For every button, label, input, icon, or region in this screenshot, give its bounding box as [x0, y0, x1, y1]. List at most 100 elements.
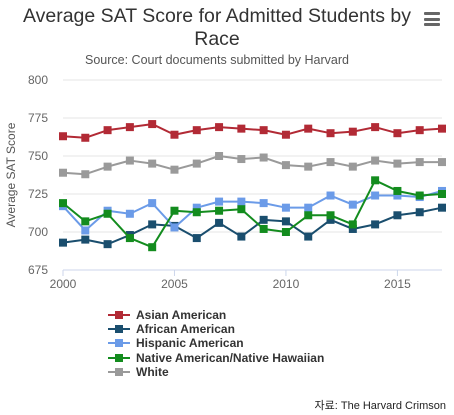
data-point[interactable] — [148, 199, 157, 208]
data-point[interactable] — [81, 226, 90, 235]
data-point[interactable] — [281, 217, 290, 226]
data-point[interactable] — [259, 215, 268, 224]
data-point[interactable] — [125, 209, 134, 218]
data-point[interactable] — [415, 208, 424, 217]
legend-swatch-icon — [108, 353, 130, 363]
data-point[interactable] — [438, 158, 446, 167]
legend-item[interactable]: White — [108, 365, 169, 379]
x-tick-label: 2015 — [384, 277, 411, 291]
data-point[interactable] — [237, 155, 246, 164]
series-line — [62, 179, 443, 249]
data-point[interactable] — [103, 209, 112, 218]
data-point[interactable] — [348, 162, 357, 171]
data-point[interactable] — [326, 191, 335, 200]
data-point[interactable] — [415, 158, 424, 167]
y-axis-label: Average SAT Score — [4, 122, 18, 227]
data-point[interactable] — [393, 129, 402, 138]
legend-label: White — [136, 364, 169, 379]
data-point[interactable] — [148, 220, 157, 229]
data-point[interactable] — [103, 126, 112, 135]
data-point[interactable] — [215, 197, 224, 206]
data-point[interactable] — [281, 203, 290, 212]
data-point[interactable] — [393, 186, 402, 195]
data-point[interactable] — [393, 159, 402, 168]
data-point[interactable] — [259, 224, 268, 233]
data-point[interactable] — [81, 235, 90, 244]
data-point[interactable] — [393, 211, 402, 220]
data-point[interactable] — [326, 129, 335, 138]
data-point[interactable] — [304, 211, 313, 220]
data-point[interactable] — [215, 206, 224, 215]
data-point[interactable] — [81, 170, 90, 179]
data-point[interactable] — [192, 159, 201, 168]
data-point[interactable] — [237, 205, 246, 214]
data-point[interactable] — [103, 162, 112, 171]
legend-label: Asian American — [136, 308, 227, 322]
data-point[interactable] — [259, 126, 268, 135]
data-point[interactable] — [348, 224, 357, 233]
series-white — [59, 152, 446, 179]
data-point[interactable] — [215, 218, 224, 227]
data-point[interactable] — [237, 124, 246, 133]
data-point[interactable] — [81, 217, 90, 226]
data-point[interactable] — [192, 126, 201, 135]
data-point[interactable] — [281, 228, 290, 236]
data-point[interactable] — [304, 203, 313, 212]
data-point[interactable] — [170, 206, 179, 215]
x-axis: 2000 2005 2010 2015 — [50, 269, 442, 291]
data-point[interactable] — [192, 203, 201, 212]
data-point[interactable] — [438, 190, 446, 198]
data-point[interactable] — [304, 232, 313, 241]
data-point[interactable] — [81, 133, 90, 142]
data-point[interactable] — [237, 232, 246, 241]
data-point[interactable] — [215, 152, 224, 160]
data-point[interactable] — [125, 234, 134, 243]
data-point[interactable] — [125, 123, 134, 132]
data-point[interactable] — [259, 199, 268, 208]
data-point[interactable] — [281, 130, 290, 139]
data-point[interactable] — [125, 156, 134, 165]
data-point[interactable] — [281, 161, 290, 170]
data-point[interactable] — [415, 126, 424, 135]
data-point[interactable] — [148, 120, 157, 129]
data-point[interactable] — [170, 130, 179, 139]
data-point[interactable] — [304, 124, 313, 133]
series-native-american-native-hawaiian — [59, 176, 446, 252]
data-point[interactable] — [438, 124, 446, 133]
data-point[interactable] — [192, 234, 201, 243]
data-point[interactable] — [170, 223, 179, 232]
data-point[interactable] — [170, 165, 179, 174]
x-tick-label: 2000 — [50, 277, 77, 291]
data-point[interactable] — [371, 176, 380, 185]
data-point[interactable] — [438, 203, 446, 212]
data-point[interactable] — [371, 156, 380, 165]
data-point[interactable] — [348, 200, 357, 209]
data-point[interactable] — [304, 162, 313, 171]
data-point[interactable] — [59, 238, 67, 247]
data-point[interactable] — [259, 153, 268, 162]
data-point[interactable] — [59, 199, 67, 208]
legend-item[interactable]: Asian American — [108, 308, 226, 322]
data-point[interactable] — [326, 158, 335, 167]
data-point[interactable] — [59, 132, 67, 141]
data-point[interactable] — [326, 211, 335, 220]
data-point[interactable] — [371, 123, 380, 132]
data-point[interactable] — [59, 168, 67, 177]
data-point[interactable] — [415, 191, 424, 200]
data-point[interactable] — [215, 123, 224, 132]
data-point[interactable] — [348, 220, 357, 229]
data-point[interactable] — [103, 240, 112, 249]
data-point[interactable] — [348, 127, 357, 136]
data-point[interactable] — [148, 243, 157, 252]
data-point[interactable] — [237, 197, 246, 206]
legend-item[interactable]: Hispanic American — [108, 336, 244, 350]
legend-item[interactable]: Native American/Native Hawaiian — [108, 351, 324, 365]
data-point[interactable] — [326, 215, 335, 224]
data-point[interactable] — [393, 191, 402, 200]
menu-icon[interactable] — [424, 12, 440, 26]
data-point[interactable] — [371, 220, 380, 229]
data-point[interactable] — [371, 191, 380, 200]
legend-item[interactable]: African American — [108, 322, 235, 336]
data-point[interactable] — [192, 208, 201, 217]
data-point[interactable] — [148, 159, 157, 168]
